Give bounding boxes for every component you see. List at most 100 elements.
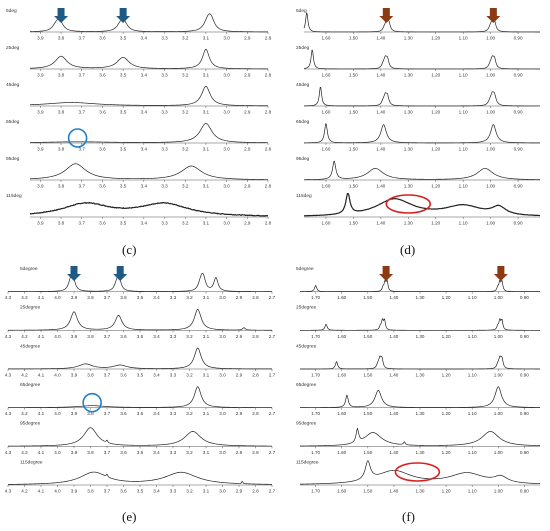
tick-label: 3.4	[141, 36, 148, 41]
tick-label: 2.8	[252, 373, 259, 378]
tick-label: 1.60	[321, 184, 330, 189]
spectrum-trace	[303, 192, 541, 217]
spectrum-trace	[29, 48, 268, 70]
tick-label: 1.30	[404, 73, 413, 78]
tick-label: 1.10	[468, 489, 477, 494]
tick-label: 0.90	[514, 147, 523, 152]
tick-label: 3.0	[223, 221, 230, 226]
tick-label: 3.8	[58, 36, 65, 41]
tick-label: 3.2	[186, 450, 193, 455]
tick-label: 3.1	[203, 334, 210, 339]
tick-label: 3.9	[37, 221, 44, 226]
tick-label: 2.9	[244, 36, 251, 41]
tick-label: 1.20	[431, 147, 440, 152]
series-label: 95degree	[296, 421, 317, 427]
highlight-circle	[82, 392, 102, 413]
panel-d: 1.60 1.50 1.40 1.30 1.20 1.10 1.00 0.90 5deg 1.60…	[296, 8, 541, 226]
tick-label: 1.40	[376, 184, 385, 189]
down-arrow-icon	[113, 266, 128, 281]
tick-label: 3.5	[120, 221, 127, 226]
highlight-circle	[67, 128, 88, 148]
tick-label: 1.00	[494, 450, 503, 455]
tick-label: 1.10	[459, 184, 468, 189]
tick-label: 3.0	[223, 147, 230, 152]
tick-label: 3.4	[153, 411, 160, 416]
tick-label: 1.00	[494, 373, 503, 378]
tick-label: 3.7	[79, 221, 86, 226]
series-label: 25degree	[20, 305, 41, 311]
spectrum-trace	[29, 13, 268, 33]
tick-label: 1.60	[337, 450, 346, 455]
tick-label: 1.60	[321, 221, 330, 226]
tick-label: 4.0	[54, 489, 61, 494]
panel-label-c: (c)	[122, 242, 137, 257]
tick-label: 3.2	[186, 489, 193, 494]
tick-label: 1.60	[337, 334, 346, 339]
tick-label: 1.00	[486, 147, 495, 152]
tick-label: 1.60	[337, 373, 346, 378]
tick-label: 3.6	[99, 110, 106, 115]
series-label: 5degree	[296, 266, 314, 272]
tick-label: 3.6	[99, 73, 106, 78]
tick-label: 1.70	[311, 450, 320, 455]
highlight-ellipse	[385, 194, 432, 214]
tick-label: 0.90	[520, 295, 529, 300]
tick-label: 3.0	[223, 73, 230, 78]
tick-label: 1.60	[321, 36, 330, 41]
tick-label: 3.1	[203, 373, 210, 378]
spectrum-trace	[303, 12, 540, 33]
tick-label: 3.5	[120, 36, 127, 41]
tick-label: 3.0	[223, 110, 230, 115]
tick-label: 3.4	[141, 147, 148, 152]
tick-label: 4.0	[54, 295, 61, 300]
tick-label: 2.8	[265, 110, 272, 115]
tick-label: 3.3	[161, 147, 168, 152]
tick-label: 1.40	[376, 36, 385, 41]
tick-label: 1.20	[442, 489, 451, 494]
tick-label: 3.5	[120, 73, 127, 78]
tick-label: 1.50	[363, 450, 372, 455]
tick-label: 1.20	[442, 373, 451, 378]
spectrum-trace	[300, 355, 540, 370]
series-label: 5deg	[6, 8, 17, 14]
tick-label: 1.40	[389, 489, 398, 494]
tick-label: 3.1	[203, 73, 210, 78]
series-label: 45deg	[6, 82, 20, 88]
tick-label: 3.6	[120, 489, 127, 494]
tick-label: 3.9	[71, 411, 78, 416]
tick-label: 4.3	[5, 373, 12, 378]
tick-label: 3.2	[182, 184, 189, 189]
tick-label: 0.90	[514, 73, 523, 78]
tick-label: 4.0	[54, 334, 61, 339]
tick-label: 3.7	[79, 110, 86, 115]
tick-label: 3.0	[219, 489, 226, 494]
tick-label: 1.30	[416, 373, 425, 378]
series-label: 45degree	[20, 343, 41, 349]
tick-label: 3.5	[137, 489, 144, 494]
tick-label: 1.50	[363, 334, 372, 339]
series-label: 95degree	[20, 421, 41, 427]
tick-label: 1.10	[468, 295, 477, 300]
tick-label: 1.40	[389, 411, 398, 416]
series-label: 65deg	[6, 119, 20, 125]
tick-label: 3.9	[71, 373, 78, 378]
tick-label: 3.6	[99, 221, 106, 226]
tick-label: 1.30	[416, 450, 425, 455]
tick-label: 3.1	[203, 450, 210, 455]
series-label: 65degree	[20, 382, 41, 388]
tick-label: 2.9	[236, 334, 243, 339]
tick-label: 1.40	[376, 110, 385, 115]
tick-label: 2.9	[244, 110, 251, 115]
series-label: 5degree	[20, 266, 38, 272]
tick-label: 1.70	[311, 411, 320, 416]
tick-label: 2.8	[265, 184, 272, 189]
tick-label: 0.90	[514, 110, 523, 115]
tick-label: 2.9	[244, 147, 251, 152]
tick-label: 1.30	[416, 489, 425, 494]
spectrum-trace	[300, 386, 540, 408]
tick-label: 3.1	[203, 221, 210, 226]
tick-label: 4.3	[5, 450, 12, 455]
tick-label: 2.9	[236, 373, 243, 378]
tick-label: 1.30	[416, 334, 425, 339]
tick-label: 1.10	[468, 450, 477, 455]
